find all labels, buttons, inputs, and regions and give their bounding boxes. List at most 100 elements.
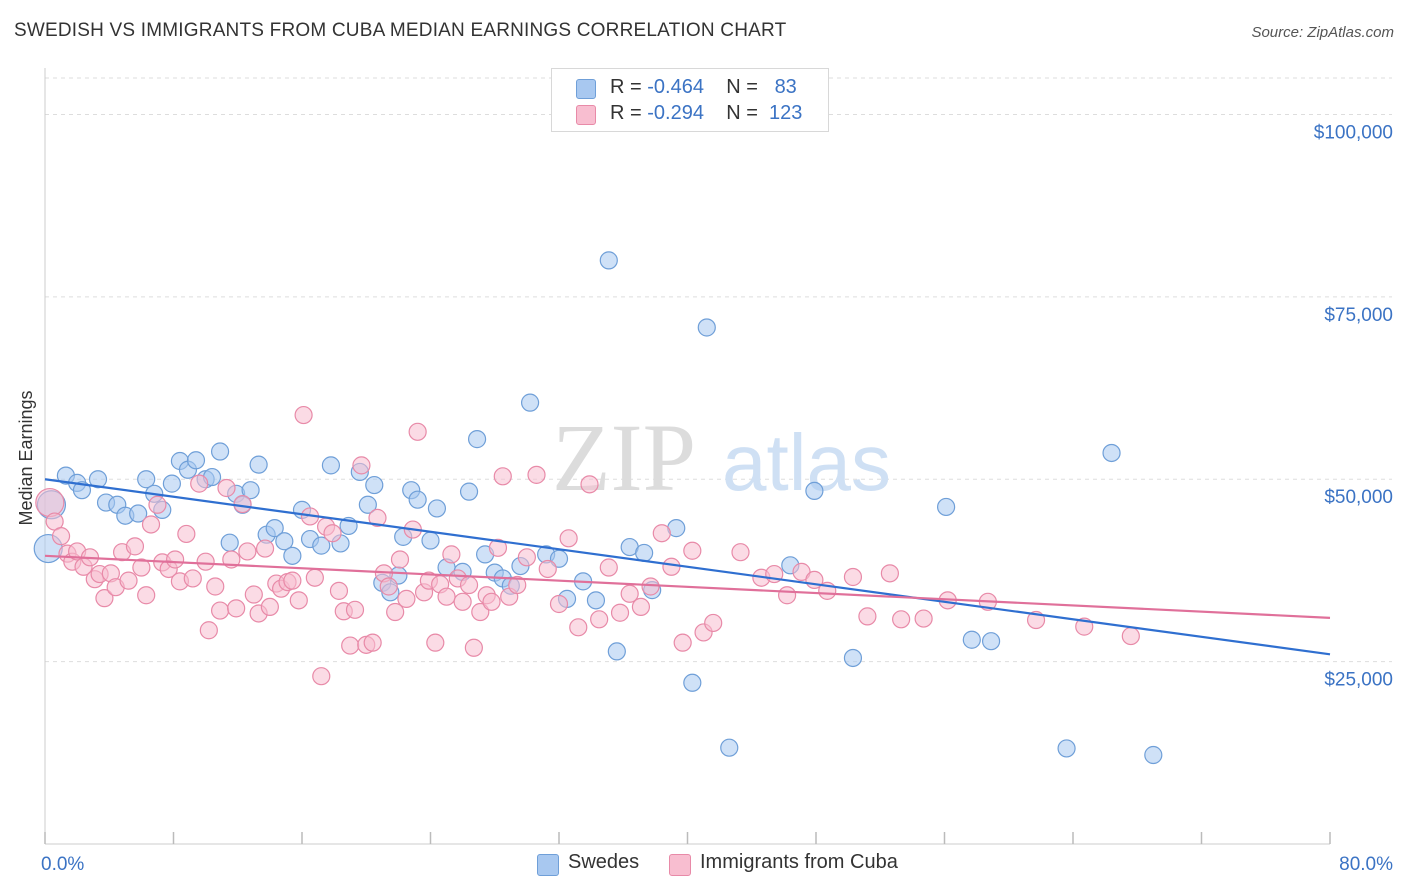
- point-cuba: [260, 597, 279, 617]
- point-swedes: [265, 519, 284, 538]
- point-swedes: [981, 632, 1001, 651]
- r-value: -0.294: [647, 102, 704, 124]
- point-cuba: [119, 571, 138, 590]
- point-cuba: [641, 577, 660, 596]
- point-cuba: [368, 508, 387, 528]
- point-cuba: [363, 633, 382, 652]
- point-cuba: [390, 550, 410, 569]
- point-cuba: [673, 633, 692, 652]
- point-swedes: [962, 630, 981, 649]
- point-cuba: [843, 567, 863, 587]
- point-cuba: [352, 456, 371, 475]
- n-label: N =: [726, 102, 758, 124]
- n-label: N =: [726, 76, 758, 98]
- grid-lines: [45, 77, 1392, 663]
- point-cuba: [51, 527, 71, 546]
- point-swedes: [427, 499, 447, 518]
- y-tick-label: $75,000: [1324, 305, 1393, 326]
- point-cuba: [190, 474, 209, 493]
- point-cuba: [437, 587, 456, 606]
- point-cuba: [652, 524, 671, 543]
- point-swedes: [635, 543, 654, 563]
- point-swedes: [249, 455, 268, 474]
- point-swedes: [586, 591, 606, 610]
- point-cuba: [238, 542, 257, 561]
- legend-text: R = -0.294 N = 123: [610, 102, 802, 125]
- point-swedes: [283, 546, 302, 565]
- point-cuba: [148, 495, 167, 514]
- point-swedes: [241, 481, 260, 500]
- point-swedes: [520, 393, 540, 412]
- point-cuba: [289, 591, 308, 610]
- legend-label-swedes: Swedes: [568, 851, 640, 873]
- point-cuba: [482, 592, 501, 611]
- point-cuba: [914, 609, 933, 628]
- point-cuba: [408, 422, 427, 441]
- point-cuba: [95, 589, 114, 608]
- point-cuba: [493, 467, 512, 486]
- y-axis-label: Median Earnings: [16, 390, 36, 525]
- legend-swatch-cuba: [669, 854, 691, 876]
- point-cuba: [199, 621, 218, 640]
- point-cuba: [137, 586, 156, 605]
- point-cuba: [527, 465, 546, 484]
- trendline-cuba: [44, 554, 1331, 619]
- point-cuba: [183, 569, 202, 588]
- point-swedes: [210, 442, 230, 461]
- point-cuba: [341, 636, 360, 655]
- point-cuba: [397, 589, 416, 608]
- point-cuba: [662, 557, 681, 576]
- point-swedes: [162, 474, 181, 493]
- point-cuba: [538, 559, 557, 579]
- point-cuba: [329, 581, 349, 600]
- point-swedes: [186, 451, 206, 470]
- point-cuba: [35, 487, 65, 518]
- point-cuba: [379, 577, 398, 596]
- point-cuba: [255, 539, 275, 558]
- point-cuba: [305, 568, 324, 587]
- point-cuba: [386, 602, 405, 622]
- point-swedes: [88, 470, 108, 489]
- y-tick-label: $50,000: [1324, 487, 1393, 508]
- point-cuba: [892, 610, 911, 629]
- point-swedes: [1102, 443, 1121, 463]
- point-cuba: [488, 538, 508, 557]
- point-cuba: [792, 562, 811, 581]
- y-tick-label: $100,000: [1314, 122, 1393, 143]
- point-swedes: [937, 497, 956, 517]
- legend-swatch-swedes: [537, 854, 559, 876]
- point-cuba: [294, 405, 313, 425]
- point-swedes: [408, 490, 427, 509]
- point-swedes: [720, 738, 739, 757]
- correlation-legend: R = -0.464 N = 83 R = -0.294 N = 123: [551, 68, 829, 132]
- point-swedes: [607, 642, 626, 661]
- point-cuba: [569, 618, 588, 637]
- point-cuba: [731, 543, 750, 562]
- point-cuba: [508, 575, 527, 595]
- point-swedes: [1144, 745, 1163, 765]
- data-points: [33, 251, 1163, 765]
- point-cuba: [704, 613, 723, 633]
- point-swedes: [358, 495, 377, 514]
- point-cuba: [610, 603, 630, 622]
- point-swedes: [467, 430, 487, 449]
- point-cuba: [777, 586, 797, 605]
- point-swedes: [1057, 739, 1076, 758]
- point-cuba: [471, 602, 490, 622]
- point-cuba: [426, 633, 445, 652]
- point-cuba: [177, 524, 196, 544]
- tick-labels: $25,000 $50,000 $75,000 $100,000 0.0% 80.0%: [41, 122, 1393, 875]
- watermark-zip: ZIP: [552, 404, 696, 511]
- point-cuba: [580, 475, 599, 494]
- legend-swatch-cuba: [576, 105, 596, 125]
- point-cuba: [549, 594, 569, 614]
- point-cuba: [196, 552, 215, 571]
- point-swedes: [843, 648, 863, 668]
- point-cuba: [206, 577, 225, 596]
- point-cuba: [345, 600, 365, 619]
- legend-swatch-swedes: [576, 79, 596, 99]
- point-swedes: [312, 536, 331, 555]
- trendline-swedes: [44, 478, 1331, 656]
- point-swedes: [805, 481, 824, 501]
